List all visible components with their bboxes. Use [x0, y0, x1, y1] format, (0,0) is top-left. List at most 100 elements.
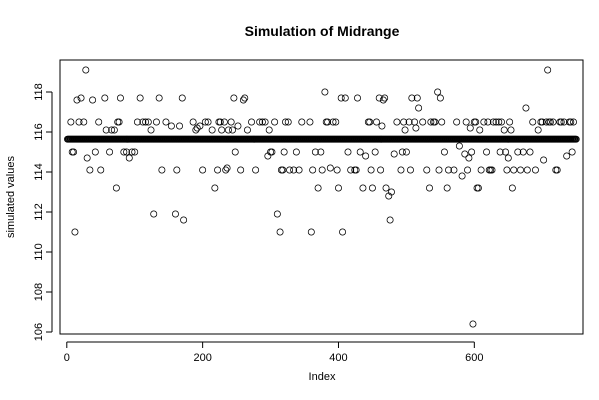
data-point [230, 94, 238, 102]
data-point [557, 118, 565, 126]
data-point [208, 126, 216, 134]
data-point [534, 126, 542, 134]
data-point [280, 148, 288, 156]
data-point [408, 94, 416, 102]
y-tick-label: 108 [33, 283, 45, 301]
data-point [504, 154, 512, 162]
data-point [438, 118, 446, 126]
data-point [295, 166, 303, 174]
data-point [531, 166, 539, 174]
data-point [472, 118, 480, 126]
data-point [248, 118, 256, 126]
data-point [222, 166, 230, 174]
data-point [180, 216, 188, 224]
data-point [237, 166, 245, 174]
data-points [67, 66, 577, 328]
data-point [377, 166, 385, 174]
data-point [116, 94, 124, 102]
data-point [265, 126, 273, 134]
data-point [218, 126, 226, 134]
data-point [462, 118, 470, 126]
y-tick-label: 112 [33, 203, 45, 221]
data-point [450, 166, 458, 174]
data-point [502, 148, 510, 156]
data-point [128, 148, 136, 156]
data-point [326, 164, 334, 172]
data-point [298, 118, 306, 126]
data-point [398, 148, 406, 156]
data-point [239, 96, 247, 104]
data-point [67, 118, 75, 126]
data-point [273, 210, 281, 218]
data-point [538, 118, 546, 126]
data-point [352, 166, 360, 174]
data-point [413, 94, 421, 102]
data-point [220, 118, 228, 126]
data-point [142, 118, 150, 126]
data-point [487, 166, 495, 174]
data-point [567, 118, 575, 126]
data-point [423, 166, 431, 174]
x-axis-label: Index [309, 371, 336, 383]
data-point [71, 228, 79, 236]
data-point [258, 118, 266, 126]
data-point [393, 118, 401, 126]
data-point [155, 94, 163, 102]
data-point [453, 118, 461, 126]
data-point [485, 166, 493, 174]
data-point [455, 142, 463, 150]
data-point [412, 124, 420, 132]
x-axis: 0 200 400 600 [64, 341, 484, 364]
data-point [400, 118, 408, 126]
y-tick-label: 114 [33, 163, 45, 181]
data-point [508, 184, 516, 192]
data-point [223, 164, 231, 172]
data-point [492, 118, 500, 126]
data-point [196, 122, 204, 130]
data-point [332, 118, 340, 126]
data-point [464, 166, 472, 174]
data-point [144, 118, 152, 126]
data-point [378, 122, 386, 130]
data-point [440, 148, 448, 156]
data-point [484, 118, 492, 126]
data-point [496, 148, 504, 156]
data-point [321, 88, 329, 96]
data-point [95, 118, 103, 126]
y-tick-label: 106 [33, 323, 45, 341]
data-point [523, 166, 531, 174]
data-point [243, 126, 251, 134]
data-point [311, 148, 319, 156]
data-point [256, 118, 264, 126]
data-point [465, 154, 473, 162]
data-point [115, 118, 123, 126]
data-point [204, 118, 212, 126]
data-point [314, 184, 322, 192]
data-point [367, 166, 375, 174]
data-point [362, 152, 370, 160]
data-point [563, 152, 571, 160]
data-point [415, 104, 423, 112]
data-point [75, 118, 83, 126]
data-point [150, 210, 158, 218]
x-tick-label: 400 [329, 352, 347, 364]
data-point [347, 166, 355, 174]
data-point [125, 154, 133, 162]
data-point [510, 166, 518, 174]
data-point [171, 210, 179, 218]
data-point [572, 135, 580, 143]
data-point [488, 166, 496, 174]
data-point [252, 166, 260, 174]
data-point [477, 166, 485, 174]
data-point [458, 172, 466, 180]
data-point [329, 118, 337, 126]
data-point [167, 122, 175, 130]
data-point [133, 118, 141, 126]
data-point [386, 216, 394, 224]
data-point [483, 148, 491, 156]
data-point [229, 126, 236, 134]
data-point [570, 118, 577, 126]
data-point [192, 126, 200, 134]
data-point [469, 320, 477, 328]
